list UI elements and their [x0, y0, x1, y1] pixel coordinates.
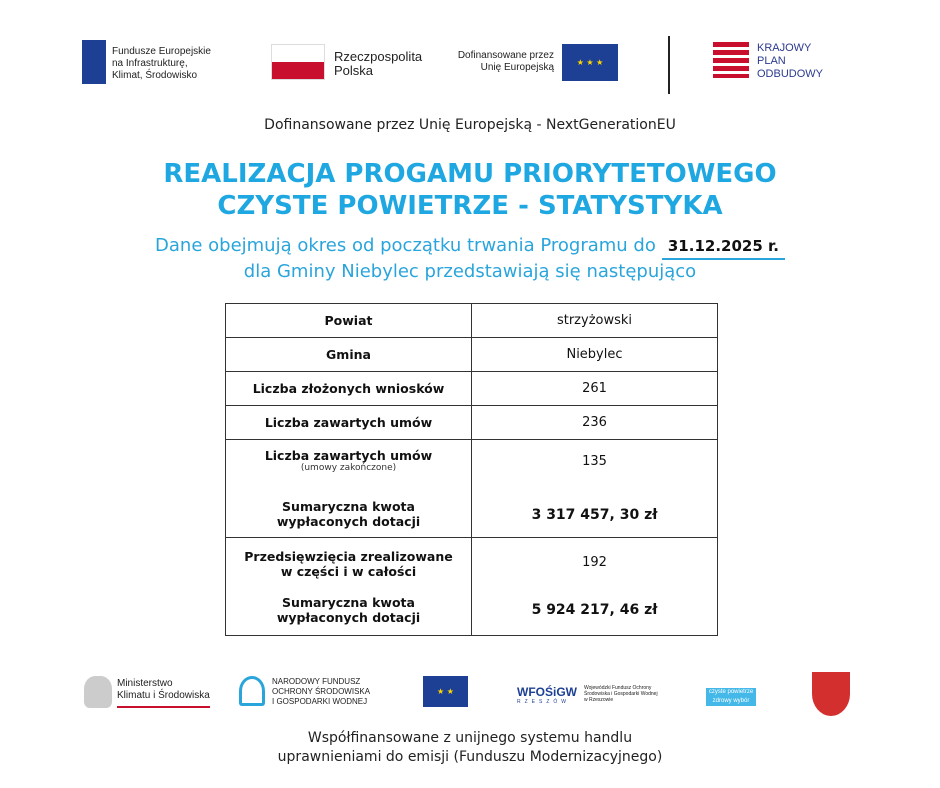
table-row: Przedsięwzięcia zrealizowane w części i w…: [225, 537, 718, 636]
cp-line: czyste powietrze: [708, 689, 754, 695]
mkis-line: Ministerstwo: [117, 678, 173, 689]
fe-logo: [82, 40, 106, 84]
kpo-line: KRAJOWY: [757, 42, 812, 54]
kpo-line: ODBUDOWY: [757, 68, 823, 80]
wfos-full: Wojewódzki Fundusz Ochrony Środowiska i …: [584, 685, 658, 703]
title-line: CZYSTE POWIETRZE - STATYSTYKA: [217, 191, 723, 221]
row-label: Powiat: [225, 303, 472, 338]
stats-table: Powiat strzyżowski Gmina Niebylec Liczba z…: [225, 303, 718, 636]
ue-text: Dofinansowane przez Unię Europejską: [450, 50, 554, 74]
coat-of-arms: [812, 672, 850, 716]
rp-text: Rzeczpospolita Polska: [334, 50, 422, 78]
table-row: Powiat strzyżowski: [225, 303, 718, 338]
nfos-line: I GOSPODARKI WODNEJ: [272, 697, 368, 706]
desc-line2: dla Gminy Niebylec przedstawiają się nas…: [243, 261, 697, 282]
table-row: Liczba zawartych umów (umowy zakończone) S…: [225, 439, 718, 538]
kpo-line: PLAN: [757, 55, 786, 67]
nfos-line: NARODOWY FUNDUSZ: [272, 677, 361, 686]
eagle-emblem: [84, 676, 112, 708]
row-label: Liczba zawartych umów: [225, 405, 472, 440]
table-row: Liczba zawartych umów 236: [225, 405, 718, 440]
label: Przedsięwzięcia zrealizowane: [244, 548, 453, 564]
row-label: Liczba zawartych umów (umowy zakończone) S…: [225, 439, 472, 538]
label: w części i w całości: [280, 563, 417, 579]
row-value: 135 3 317 457, 30 zł: [471, 439, 718, 538]
footer-text: Współfinansowane z unijnego systemu hand…: [0, 729, 940, 767]
ue-line: Dofinansowane przez: [457, 50, 554, 61]
row-value: strzyżowski: [471, 303, 718, 338]
eu-flag: ★ ★: [423, 676, 468, 707]
table-row: Liczba złożonych wniosków 261: [225, 371, 718, 406]
desc-line1: Dane obejmują okres od początku trwania …: [155, 235, 656, 256]
date: 31.12.2025 r.: [661, 234, 785, 260]
rp-line: Rzeczpospolita: [334, 49, 423, 64]
cp-logo: czyste powietrze zdrowy wybór: [706, 688, 756, 706]
ue-line: Unię Europejską: [480, 62, 554, 73]
sum-value: 3 317 457, 30 zł: [531, 507, 658, 523]
fe-line: Klimat, Środowisko: [112, 70, 198, 81]
mkis-text: Ministerstwo Klimatu i Środowiska: [117, 678, 210, 708]
kpo-text: KRAJOWY PLAN ODBUDOWY: [757, 42, 823, 81]
footer-line: uprawnieniami do emisji (Funduszu Modern…: [277, 749, 663, 765]
nfos-text: NARODOWY FUNDUSZ OCHRONY ŚRODOWISKA I GOSP…: [272, 677, 370, 707]
table-row: Gmina Niebylec: [225, 337, 718, 372]
value: 192: [582, 555, 607, 570]
sum-value: 5 924 217, 46 zł: [531, 602, 658, 618]
wfos-logo: WFOŚiGW RZESZÓW: [517, 686, 577, 706]
row-label: Przedsięwzięcia zrealizowane w części i w…: [225, 537, 472, 636]
footer-line: Współfinansowane z unijnego systemu hand…: [307, 730, 633, 746]
title-line: REALIZACJA PROGAMU PRIORYTETOWEGO: [163, 159, 777, 189]
row-value: 236: [471, 405, 718, 440]
row-label: Gmina: [225, 337, 472, 372]
sum-label: Sumaryczna kwota: [282, 499, 415, 514]
note: (umowy zakończone): [300, 463, 397, 473]
wfos-city: RZESZÓW: [517, 699, 570, 705]
divider: [668, 36, 670, 94]
row-value: Niebylec: [471, 337, 718, 372]
rp-line: Polska: [334, 63, 374, 78]
page-title: REALIZACJA PROGAMU PRIORYTETOWEGO CZYSTE …: [0, 158, 940, 222]
sum-label: Sumaryczna kwota: [282, 594, 415, 610]
sum-label: wypłaconych dotacji: [276, 514, 421, 529]
pl-flag: [271, 44, 325, 80]
eu-flag: ★ ★ ★: [562, 44, 618, 81]
description: Dane obejmują okres od początku trwania …: [0, 234, 940, 284]
value: 135: [582, 454, 607, 469]
nfos-line: OCHRONY ŚRODOWISKA: [272, 687, 371, 696]
fe-logo-text: Fundusze Europejskie na Infrastrukturę, Kl…: [112, 46, 211, 82]
label: Liczba zawartych umów: [264, 448, 433, 463]
row-value: 261: [471, 371, 718, 406]
cp-line: zdrowy wybór: [712, 698, 750, 704]
subtitle: Dofinansowane przez Unię Europejską - Ne…: [264, 117, 676, 133]
wfos-name: WFOŚiGW: [517, 685, 577, 699]
sum-label: wypłaconych dotacji: [276, 609, 421, 625]
fe-line: Fundusze Europejskie: [112, 46, 211, 57]
kpo-logo: [713, 42, 749, 78]
row-label: Liczba złożonych wniosków: [225, 371, 472, 406]
mkis-line: Klimatu i Środowiska: [117, 690, 210, 701]
fe-line: na Infrastrukturę,: [112, 58, 188, 69]
row-value: 192 5 924 217, 46 zł: [471, 537, 718, 636]
nfos-logo: [239, 676, 265, 706]
